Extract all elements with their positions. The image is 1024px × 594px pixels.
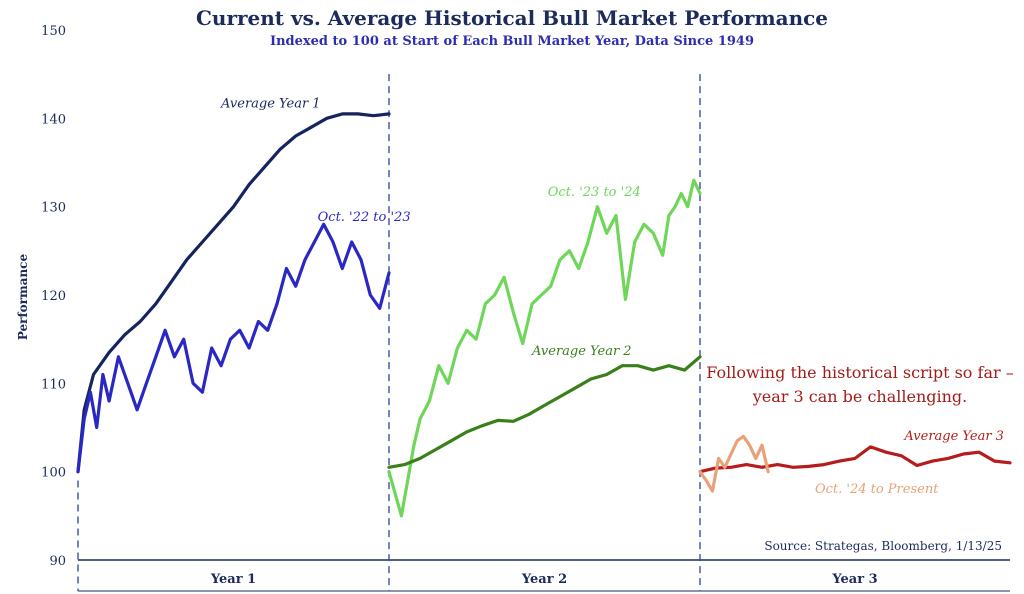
period-label: Year 1 <box>210 572 256 587</box>
y-tick-label: 150 <box>41 24 66 39</box>
y-tick-label: 140 <box>41 112 66 127</box>
y-tick-label: 130 <box>41 201 66 216</box>
source-note: Source: Strategas, Bloomberg, 1/13/25 <box>764 539 1002 553</box>
series-line <box>387 178 702 518</box>
series-label: Oct. '24 to Present <box>815 482 939 497</box>
series-label: Oct. '22 to '23 <box>318 210 411 225</box>
chart-title: Current vs. Average Historical Bull Mark… <box>195 6 829 30</box>
y-tick-label: 120 <box>41 289 66 304</box>
period-label: Year 3 <box>831 572 877 587</box>
chart-subtitle: Indexed to 100 at Start of Each Bull Mar… <box>270 34 754 49</box>
series-label: Oct. '23 to '24 <box>548 185 641 200</box>
y-axis-label: Performance <box>16 253 30 341</box>
series-line <box>76 222 391 474</box>
series-line <box>698 434 770 493</box>
y-tick-label: 90 <box>49 554 66 569</box>
series-line <box>698 445 1012 474</box>
series-label: Average Year 2 <box>531 344 632 359</box>
series-line <box>76 112 391 474</box>
series-label: Average Year 3 <box>903 429 1004 444</box>
series-line <box>387 355 702 469</box>
series-label: Average Year 1 <box>220 97 321 112</box>
period-label: Year 2 <box>521 572 567 587</box>
y-tick-label: 100 <box>41 466 66 481</box>
annotation-callout: Following the historical script so far –… <box>706 363 1014 406</box>
y-tick-label: 110 <box>41 377 66 392</box>
